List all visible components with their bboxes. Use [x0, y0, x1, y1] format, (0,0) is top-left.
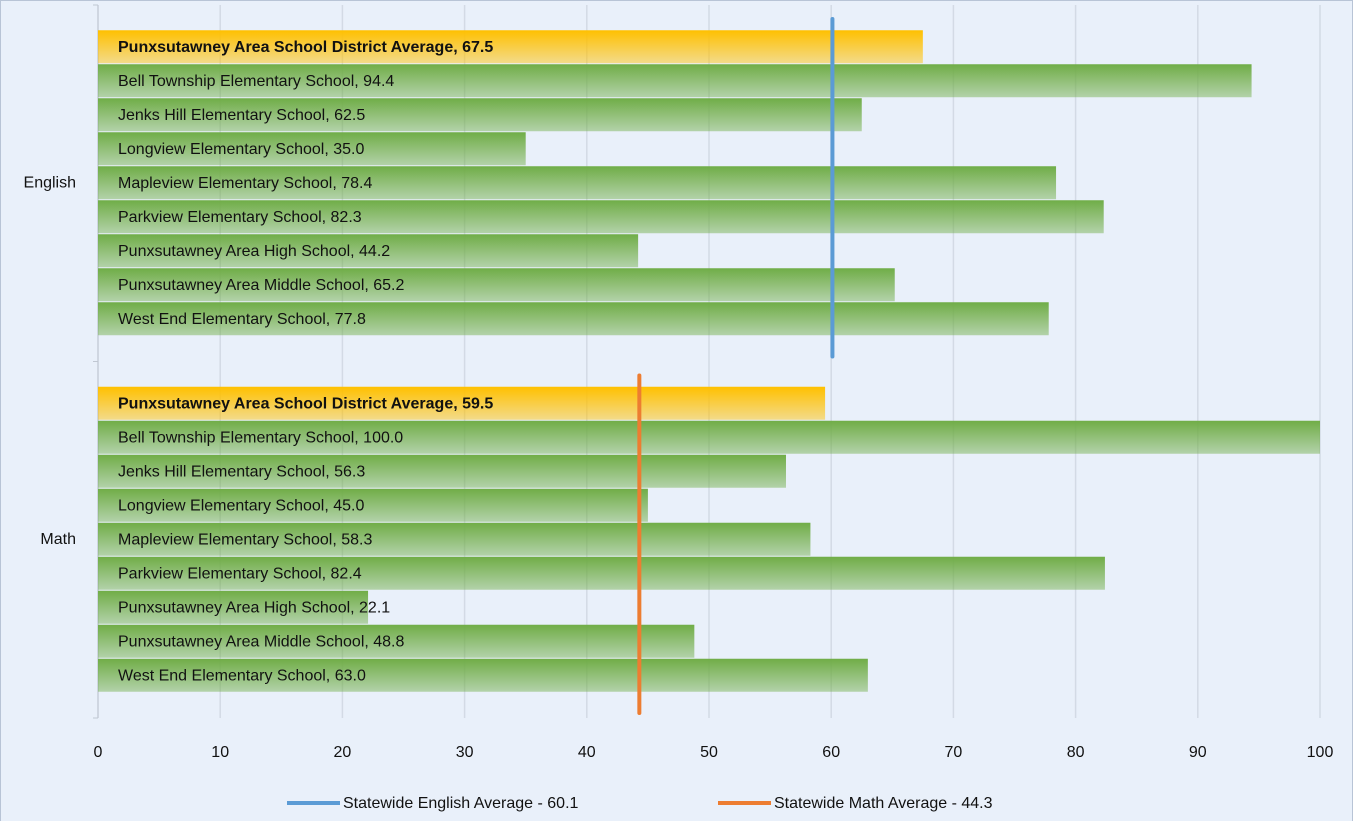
x-tick-label: 60 — [822, 744, 840, 761]
bar — [98, 98, 862, 132]
x-tick-label: 100 — [1307, 744, 1334, 761]
bar — [98, 624, 695, 658]
bar — [98, 64, 1252, 98]
bar-label: Longview Elementary School, 45.0 — [118, 497, 364, 514]
bar — [98, 420, 1320, 454]
bar-label: Punxsutawney Area School District Averag… — [118, 395, 493, 412]
x-tick-label: 70 — [945, 744, 963, 761]
legend-label: Statewide Math Average - 44.3 — [774, 795, 993, 812]
bar — [98, 590, 369, 624]
bar-label: Bell Township Elementary School, 100.0 — [118, 429, 403, 446]
group-label: English — [24, 174, 76, 191]
bar-label: West End Elementary School, 63.0 — [118, 667, 366, 684]
bar-label: Punxsutawney Area Middle School, 65.2 — [118, 277, 405, 294]
bar — [98, 454, 786, 488]
x-tick-label: 40 — [578, 744, 596, 761]
bar — [98, 522, 811, 556]
bar — [98, 166, 1057, 200]
x-tick-label: 50 — [700, 744, 718, 761]
bar-label: Mapleview Elementary School, 58.3 — [118, 531, 372, 548]
bar — [98, 30, 923, 64]
bar-label: Jenks Hill Elementary School, 62.5 — [118, 107, 365, 124]
x-tick-label: 10 — [211, 744, 229, 761]
bar-label: Punxsutawney Area Middle School, 48.8 — [118, 633, 405, 650]
bar — [98, 200, 1104, 234]
group-label: Math — [40, 531, 76, 548]
bar-label: Punxsutawney Area High School, 44.2 — [118, 243, 390, 260]
bar — [98, 268, 895, 302]
bar-label: West End Elementary School, 77.8 — [118, 311, 366, 328]
x-tick-label: 30 — [456, 744, 474, 761]
x-tick-label: 90 — [1189, 744, 1207, 761]
bar — [98, 386, 826, 420]
bar-label: Parkview Elementary School, 82.4 — [118, 565, 362, 582]
bar — [98, 556, 1105, 590]
bar-label: Mapleview Elementary School, 78.4 — [118, 175, 372, 192]
bar — [98, 488, 648, 522]
bar-label: Bell Township Elementary School, 94.4 — [118, 73, 394, 90]
legend-label: Statewide English Average - 60.1 — [343, 795, 579, 812]
bar — [98, 658, 868, 692]
bar — [98, 234, 639, 268]
x-tick-label: 20 — [334, 744, 352, 761]
bar-label: Longview Elementary School, 35.0 — [118, 141, 364, 158]
bar-label: Parkview Elementary School, 82.3 — [118, 209, 362, 226]
bar-label: Punxsutawney Area School District Averag… — [118, 39, 493, 56]
bar — [98, 302, 1049, 336]
x-tick-label: 80 — [1067, 744, 1085, 761]
x-tick-label: 0 — [94, 744, 103, 761]
bar-label: Jenks Hill Elementary School, 56.3 — [118, 463, 365, 480]
bar — [98, 132, 526, 166]
bar-label: Punxsutawney Area High School, 22.1 — [118, 599, 390, 616]
